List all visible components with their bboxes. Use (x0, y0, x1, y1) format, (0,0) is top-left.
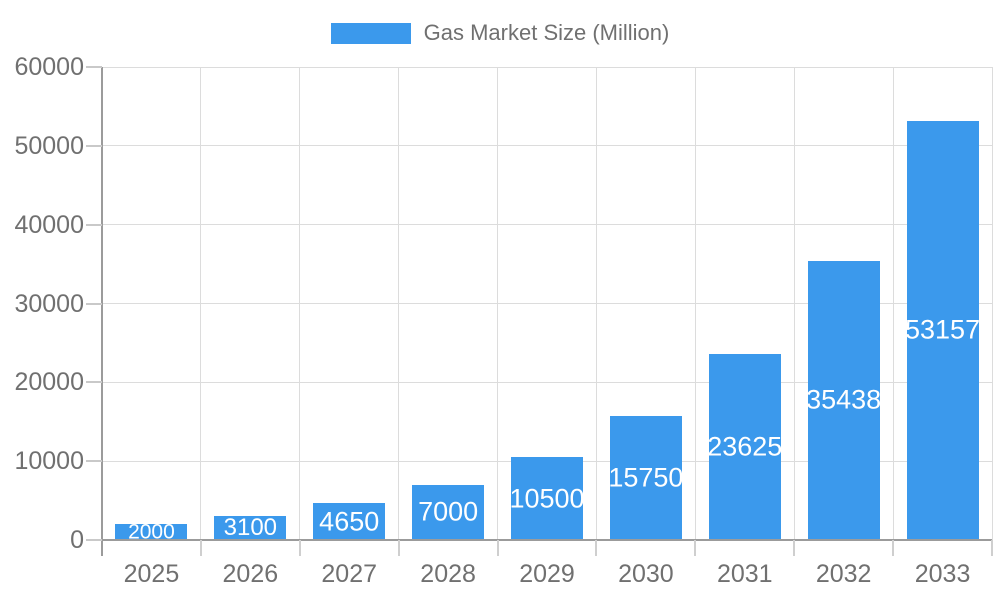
bar-2027[interactable]: 4650 (313, 503, 386, 540)
gridline-horizontal (102, 66, 992, 68)
chart-legend[interactable]: Gas Market Size (Million) (0, 20, 1000, 46)
y-axis-tick-mark (86, 460, 102, 463)
y-axis-tick-label: 30000 (14, 289, 84, 318)
y-axis-line (101, 67, 103, 556)
x-axis-tick-label: 2027 (321, 560, 378, 588)
x-axis-tick-mark (595, 540, 598, 556)
bar-2025[interactable]: 2000 (115, 522, 188, 543)
x-axis-tick-label: 2029 (519, 560, 575, 588)
gridline-vertical (991, 67, 993, 540)
gridline-vertical (694, 67, 696, 540)
legend-label: Gas Market Size (Million) (423, 20, 670, 45)
bar-value-label: 53157 (905, 314, 981, 345)
y-axis-tick-label: 0 (70, 526, 84, 554)
x-axis-tick-label: 2031 (716, 560, 773, 588)
gridline-vertical (398, 67, 400, 540)
gridline-vertical (595, 67, 597, 540)
x-axis-tick-label: 2033 (914, 560, 971, 588)
x-axis-line (86, 539, 992, 541)
x-axis-tick-mark (892, 540, 895, 556)
x-axis-tick-label: 2032 (815, 560, 872, 588)
y-axis-tick-mark (86, 381, 102, 384)
bar-2026[interactable]: 3100 (214, 515, 287, 540)
bar-2033[interactable]: 53157 (905, 120, 980, 540)
gridline-vertical (200, 67, 202, 540)
bar-2028[interactable]: 7000 (412, 484, 485, 540)
bar-value-label: 7000 (418, 496, 479, 527)
x-axis-tick-label: 2025 (123, 560, 180, 588)
gridline-vertical (497, 67, 499, 540)
y-axis-tick-mark (86, 144, 102, 147)
y-axis-tick-label: 60000 (14, 53, 84, 81)
bar-2029[interactable]: 10500 (509, 457, 585, 540)
y-axis-tick-mark (86, 66, 102, 68)
bar-2030[interactable]: 15750 (608, 415, 683, 540)
legend-swatch-icon (330, 22, 411, 44)
bar-value-label: 35438 (806, 384, 882, 415)
y-axis-tick-label: 40000 (14, 210, 84, 239)
x-axis-tick-mark (991, 540, 993, 556)
bar-value-label: 15750 (608, 462, 684, 493)
plot-area: 2000 3100 4650 7000 10500 15750 23625 35438 5315… (102, 66, 993, 543)
y-axis-tick-label: 10000 (14, 447, 84, 476)
y-axis-tick-label: 20000 (14, 368, 84, 397)
gridline-horizontal (102, 145, 992, 147)
bar-value-label: 2000 (128, 520, 175, 544)
x-axis-tick-mark (694, 540, 697, 556)
bar-2032[interactable]: 35438 (806, 260, 881, 540)
x-axis-tick-mark (298, 540, 301, 556)
bar-value-label: 10500 (509, 483, 585, 514)
y-axis-tick-mark (86, 223, 102, 226)
x-axis-tick-label: 2030 (618, 560, 674, 588)
gridline-horizontal (102, 381, 992, 383)
x-axis-tick-mark (199, 540, 202, 556)
gridline-horizontal (102, 224, 992, 226)
gridline-vertical (793, 67, 795, 540)
gridline-vertical (892, 67, 894, 540)
x-axis-tick-label: 2028 (420, 560, 476, 588)
bar-2031[interactable]: 23625 (707, 353, 782, 540)
x-axis-tick-mark (397, 540, 400, 556)
y-axis-tick-mark (86, 302, 102, 305)
y-axis-tick-label: 50000 (14, 131, 84, 160)
x-axis-tick-label: 2026 (222, 560, 279, 588)
bar-value-label: 3100 (223, 513, 278, 541)
y-axis-tick-mark (86, 539, 102, 541)
x-axis-tick-mark (793, 540, 796, 556)
x-axis-tick-mark (496, 540, 499, 556)
gridline-vertical (299, 67, 301, 540)
bar-value-label: 23625 (707, 431, 783, 462)
gridline-horizontal (102, 303, 992, 304)
bar-value-label: 4650 (319, 506, 380, 537)
